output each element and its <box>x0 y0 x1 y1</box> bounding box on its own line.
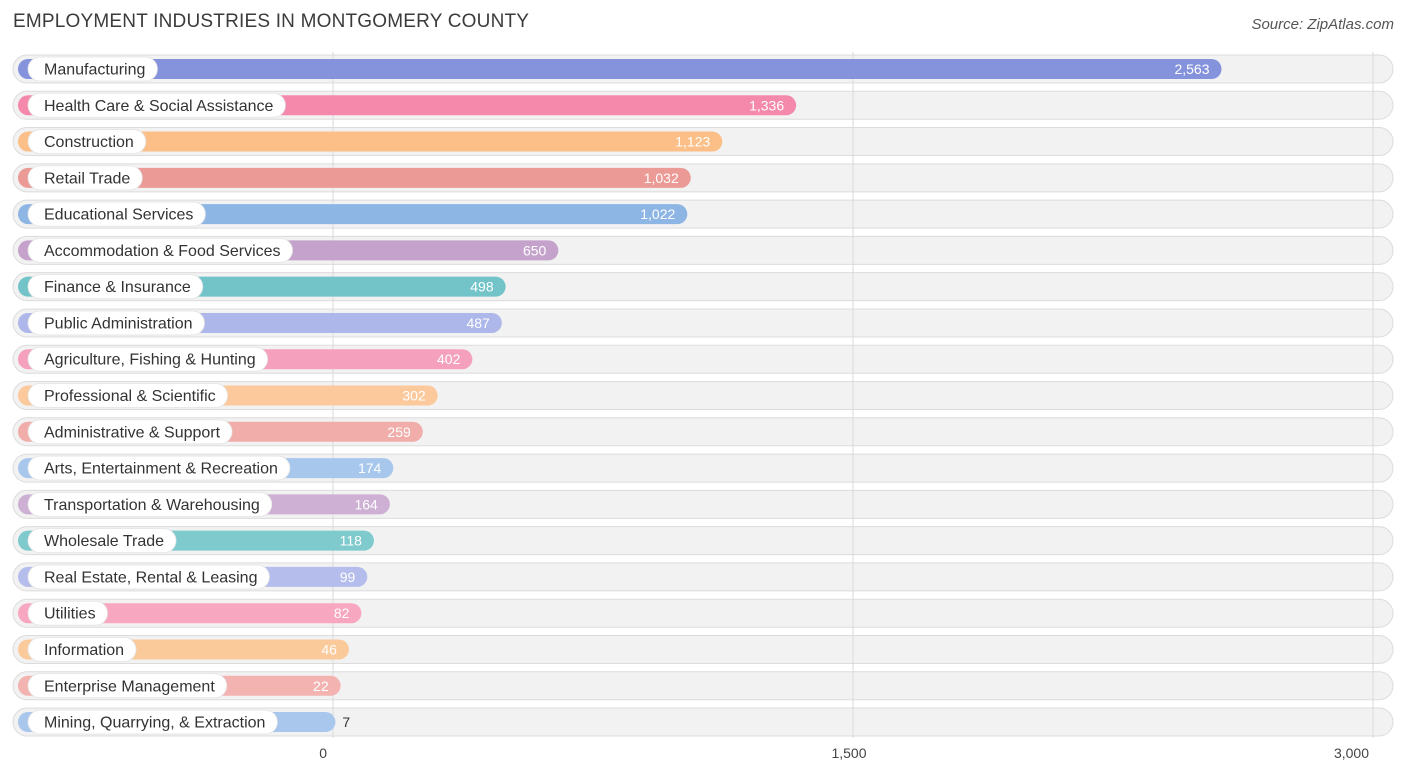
row-background <box>12 707 1394 737</box>
chart-title: EMPLOYMENT INDUSTRIES IN MONTGOMERY COUN… <box>13 11 530 32</box>
bar <box>18 131 723 152</box>
category-label-pill <box>27 346 269 372</box>
category-label-pill <box>27 564 270 590</box>
category-label: Educational Services <box>44 207 193 224</box>
ticks-layer: 0 1,500 3,000 <box>319 745 1369 761</box>
category-label-pill <box>27 165 143 191</box>
value-label: 650 <box>523 242 547 258</box>
category-label: Transportation & Warehousing <box>44 497 260 514</box>
category-label-pill <box>27 383 229 408</box>
value-label: 1,336 <box>749 97 784 113</box>
value-label: 46 <box>321 641 337 657</box>
value-label: 118 <box>340 533 363 549</box>
category-label-pill <box>27 237 293 263</box>
source-note: Source: ZipAtlas.com <box>1251 16 1394 33</box>
category-label-pill <box>27 455 291 481</box>
category-label-pill <box>27 56 158 82</box>
value-label: 82 <box>334 605 350 621</box>
x-tick-label: 3,000 <box>1334 745 1369 761</box>
value-label: 2,563 <box>1174 61 1209 77</box>
bar <box>18 59 1222 79</box>
category-label: Accommodation & Food Services <box>44 243 281 260</box>
value-label: 1,123 <box>675 134 710 150</box>
category-label: Wholesale Trade <box>44 533 164 550</box>
category-label: Manufacturing <box>44 62 145 79</box>
value-label: 174 <box>358 460 382 476</box>
category-label-pill <box>27 274 204 300</box>
value-label: 487 <box>466 315 490 331</box>
value-label: 7 <box>342 714 350 730</box>
category-label-pill <box>27 201 206 227</box>
category-label-pill <box>27 310 205 336</box>
category-label: Information <box>44 642 124 659</box>
row-background <box>12 634 1394 664</box>
category-label: Professional & Scientific <box>44 388 216 405</box>
value-label: 498 <box>470 279 494 295</box>
value-label: 259 <box>387 424 411 440</box>
category-label-pill <box>27 673 228 699</box>
category-label: Retail Trade <box>44 170 130 187</box>
category-label: Arts, Entertainment & Recreation <box>44 461 278 478</box>
category-label-pill <box>27 491 273 517</box>
value-label: 99 <box>340 569 356 585</box>
category-label: Construction <box>44 134 134 151</box>
category-label-pill <box>27 92 286 118</box>
category-label-pill <box>27 709 278 735</box>
value-label: 1,032 <box>644 170 679 186</box>
category-label-pill <box>27 637 137 662</box>
category-label-pill <box>27 129 147 154</box>
category-label-pill <box>27 419 233 445</box>
row-background <box>12 671 1394 701</box>
category-label: Enterprise Management <box>44 678 215 695</box>
value-label: 22 <box>313 678 329 694</box>
category-label: Mining, Quarrying, & Extraction <box>44 715 265 732</box>
bar <box>18 167 691 188</box>
value-label: 1,022 <box>640 206 675 222</box>
category-label: Finance & Insurance <box>44 279 191 296</box>
category-label: Agriculture, Fishing & Hunting <box>44 352 256 369</box>
category-label: Utilities <box>44 606 96 623</box>
x-tick-label: 0 <box>319 745 327 761</box>
x-tick-label: 1,500 <box>831 745 866 761</box>
category-label-pill <box>27 528 177 554</box>
value-label: 164 <box>354 496 378 512</box>
category-label: Health Care & Social Assistance <box>44 98 274 115</box>
category-label-pill <box>27 600 108 626</box>
value-label: 302 <box>402 388 426 404</box>
category-label: Public Administration <box>44 315 193 332</box>
category-label: Real Estate, Rental & Leasing <box>44 569 257 586</box>
bars-layer: Manufacturing 2,563 Health Care & Social A… <box>18 56 1222 735</box>
value-label: 402 <box>437 351 461 367</box>
category-label: Administrative & Support <box>44 424 221 441</box>
